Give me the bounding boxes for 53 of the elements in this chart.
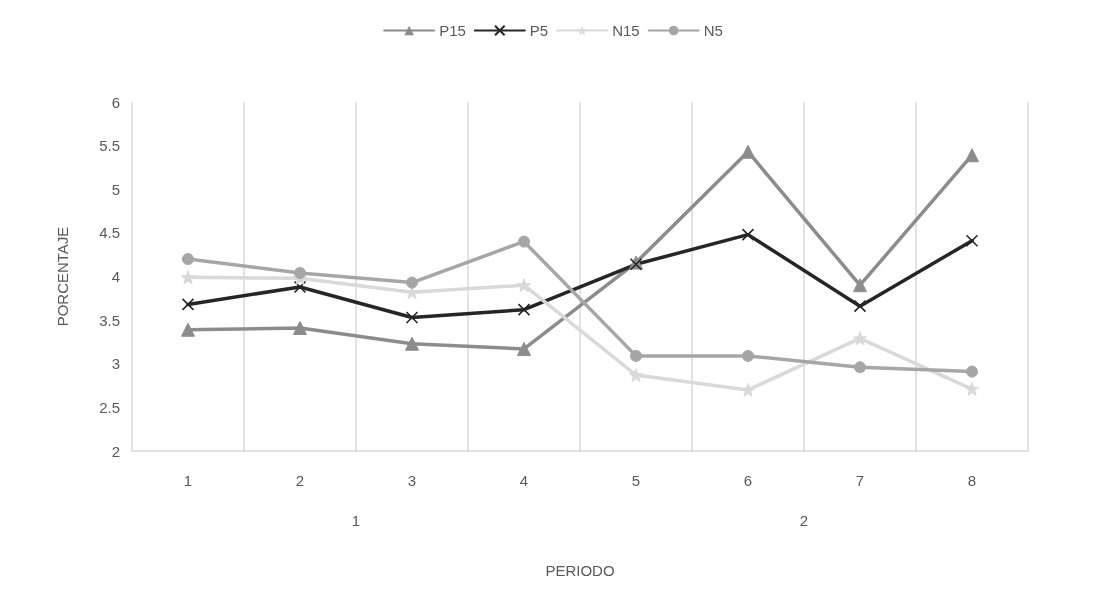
legend-label: P15	[439, 22, 466, 39]
y-tick-label: 3.5	[99, 311, 120, 329]
point	[294, 267, 306, 280]
text: 1	[351, 512, 361, 529]
point	[182, 253, 194, 266]
point	[405, 336, 419, 351]
point	[965, 382, 979, 397]
point	[518, 235, 530, 248]
point	[629, 368, 643, 383]
legend-label: P5	[529, 22, 549, 39]
point	[853, 331, 867, 346]
x-tick-label: 2	[295, 472, 305, 489]
x-tick-label: 6	[743, 472, 753, 489]
point	[181, 270, 195, 285]
point	[517, 278, 531, 293]
x-tick-label: 4	[519, 472, 529, 489]
point	[741, 382, 755, 397]
point	[965, 234, 979, 248]
y-tick-label: 6	[111, 93, 120, 111]
point	[293, 320, 307, 335]
y-tick-label: 2	[111, 442, 120, 460]
point	[853, 278, 867, 293]
point	[405, 311, 419, 324]
point	[741, 144, 755, 159]
legend-label: N15	[612, 22, 640, 39]
y-tick-label: 4.5	[99, 224, 120, 242]
point	[853, 299, 867, 313]
text: 2	[799, 512, 809, 529]
y-tick-label: 2.5	[99, 398, 120, 416]
y-tick-label: 3	[111, 355, 120, 373]
x-tick-label: 7	[855, 472, 865, 489]
point	[293, 280, 307, 294]
point	[181, 298, 195, 311]
x-tick-label: 3	[407, 472, 417, 489]
x-axis-title: PERIODO	[545, 562, 615, 579]
y-tick-label: 5	[111, 180, 120, 198]
y-tick-label: 5.5	[99, 137, 120, 155]
point	[181, 322, 195, 337]
x-tick-label: 8	[967, 472, 977, 489]
point	[965, 148, 979, 163]
x-tick-label: 5	[631, 472, 641, 489]
y-tick-label: 4	[111, 268, 120, 285]
x-tick-label: 1	[183, 472, 193, 489]
point	[406, 276, 418, 289]
point	[741, 228, 755, 241]
legend-label: N5	[703, 22, 723, 39]
y-axis-title: PORCENTAJE	[54, 226, 71, 327]
point	[966, 365, 978, 378]
point	[630, 349, 642, 362]
point	[517, 303, 531, 316]
point	[742, 349, 754, 362]
point	[854, 361, 866, 374]
point	[517, 341, 531, 356]
